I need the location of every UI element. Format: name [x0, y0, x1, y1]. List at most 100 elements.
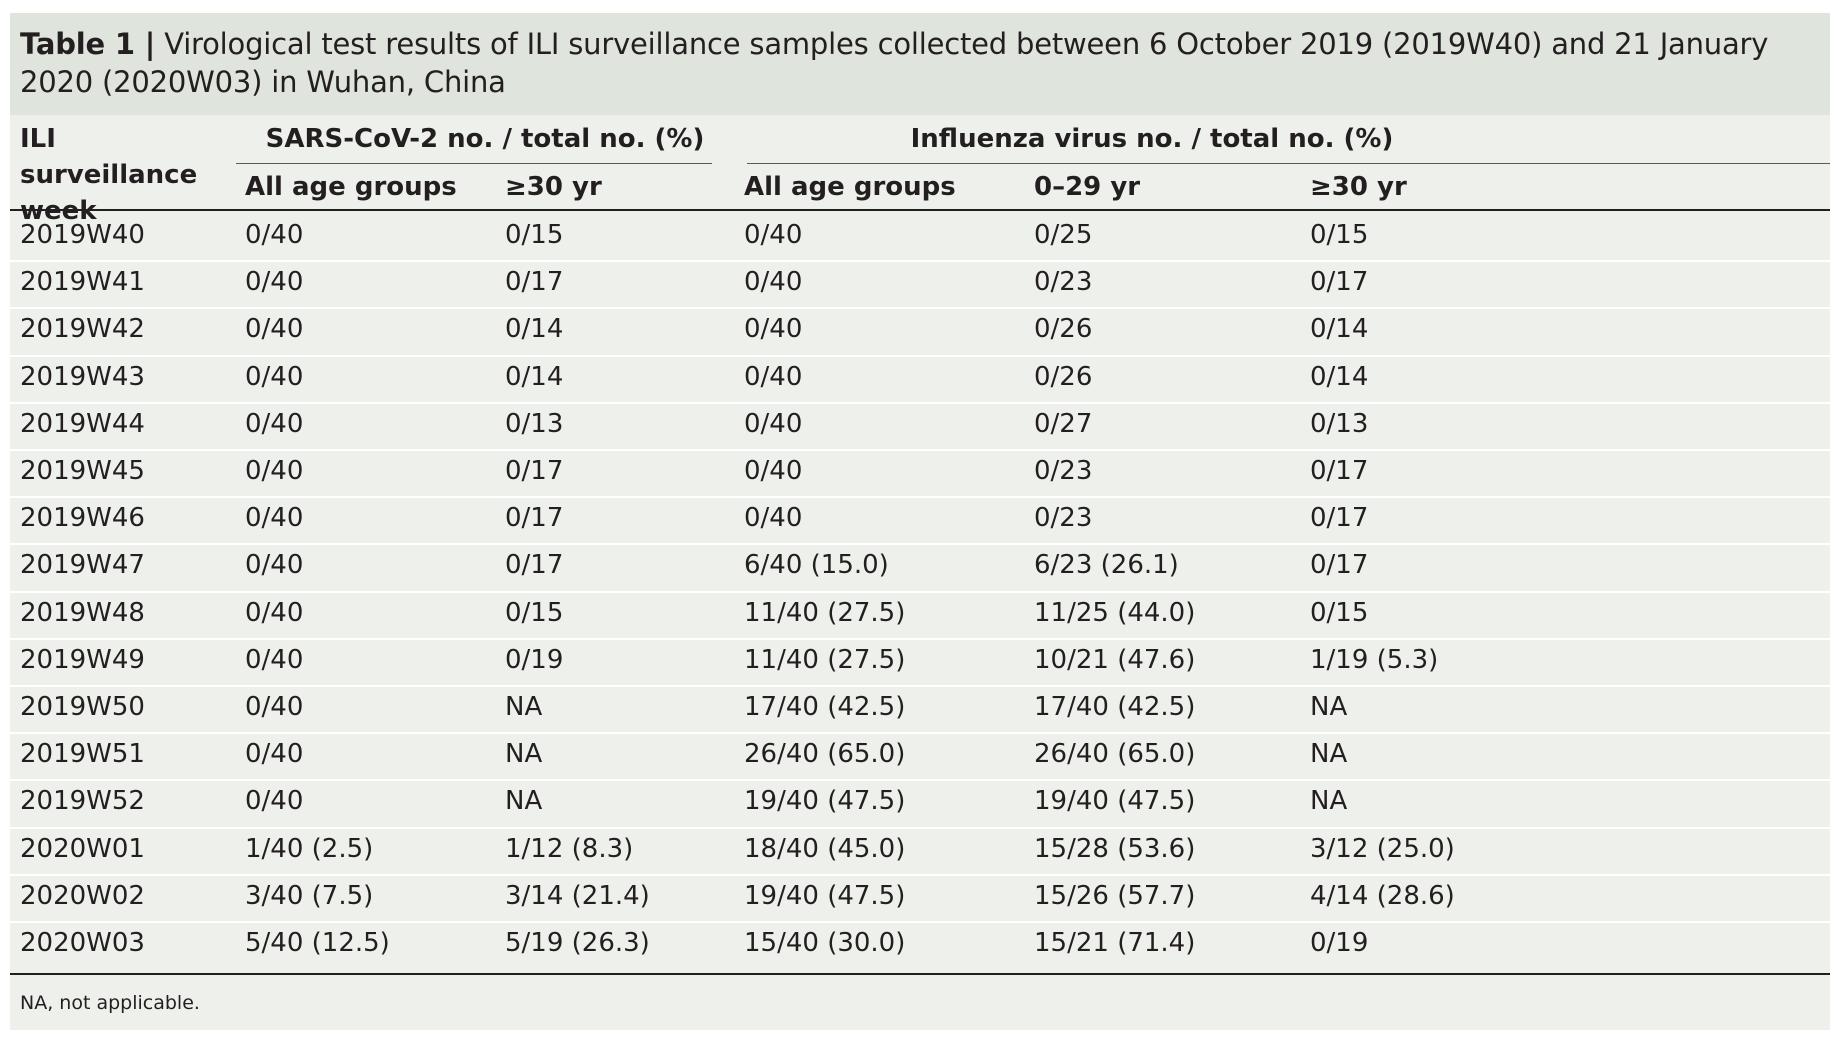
cell-week: 2019W52	[20, 786, 145, 817]
cell-sars-all-ages: 0/40	[245, 267, 304, 298]
cell-week: 2019W43	[20, 361, 145, 392]
header-flu-0-29: 0–29 yr	[1034, 172, 1141, 202]
cell-week: 2019W45	[20, 456, 145, 486]
table: Table 1 | Virological test results of IL…	[10, 13, 1830, 1030]
cell-flu-all-ages: 0/40	[744, 408, 803, 439]
row-separator	[10, 732, 1830, 735]
cell-week: 2019W44	[20, 408, 145, 439]
cell-flu-30-plus: 4/14 (28.6)	[1310, 880, 1455, 911]
cell-sars-all-ages: 0/40	[245, 550, 304, 581]
cell-flu-0-29: 19/40 (47.5)	[1034, 786, 1196, 817]
cell-flu-0-29: 0/25	[1034, 220, 1093, 250]
cell-flu-30-plus: NA	[1310, 786, 1348, 817]
cell-flu-all-ages: 0/40	[744, 220, 803, 250]
cell-week: 2019W42	[20, 314, 145, 345]
cell-sars-30-plus: 0/14	[505, 361, 564, 392]
row-separator	[10, 685, 1830, 687]
cell-sars-all-ages: 3/40 (7.5)	[245, 880, 374, 911]
table-caption: Table 1 | Virological test results of IL…	[10, 13, 1830, 115]
cell-sars-all-ages: 0/40	[245, 408, 304, 439]
cell-sars-30-plus: 0/17	[505, 503, 564, 534]
cell-week: 2019W48	[20, 597, 145, 628]
cell-week: 2019W51	[20, 739, 145, 770]
cell-sars-all-ages: 0/40	[245, 739, 304, 770]
header-week: ILI surveillance week	[20, 124, 198, 226]
cell-flu-30-plus: NA	[1310, 692, 1348, 722]
cell-sars-30-plus: 0/14	[505, 314, 564, 345]
cell-flu-all-ages: 0/40	[744, 361, 803, 392]
cell-flu-all-ages: 0/40	[744, 456, 803, 486]
cell-week: 2020W03	[20, 928, 145, 958]
cell-flu-30-plus: 0/15	[1310, 597, 1369, 628]
cell-sars-30-plus: 1/12 (8.3)	[505, 833, 634, 864]
cell-sars-30-plus: NA	[505, 739, 543, 770]
cell-sars-30-plus: NA	[505, 692, 543, 722]
row-separator	[10, 779, 1830, 782]
cell-sars-30-plus: 3/14 (21.4)	[505, 880, 650, 911]
cell-flu-30-plus: 0/15	[1310, 220, 1369, 250]
cell-sars-all-ages: 5/40 (12.5)	[245, 928, 390, 958]
cell-flu-30-plus: 0/17	[1310, 550, 1369, 581]
cell-flu-30-plus: 0/14	[1310, 314, 1369, 345]
cell-sars-30-plus: 0/13	[505, 408, 564, 439]
table-footnote: NA, not applicable.	[20, 992, 200, 1014]
row-separator	[10, 590, 1830, 593]
cell-week: 2020W02	[20, 880, 145, 911]
cell-flu-0-29: 6/23 (26.1)	[1034, 550, 1179, 581]
cell-flu-0-29: 0/23	[1034, 267, 1093, 298]
row-separator	[10, 873, 1830, 876]
cell-flu-0-29: 26/40 (65.0)	[1034, 739, 1196, 770]
cell-sars-30-plus: 0/17	[505, 267, 564, 298]
cell-sars-all-ages: 0/40	[245, 314, 304, 345]
cell-flu-all-ages: 0/40	[744, 267, 803, 298]
header-bottom-rule	[10, 209, 1830, 211]
cell-flu-30-plus: 0/17	[1310, 503, 1369, 534]
cell-week: 2019W41	[20, 267, 145, 298]
cell-sars-all-ages: 0/40	[245, 361, 304, 392]
cell-flu-0-29: 0/26	[1034, 361, 1093, 392]
row-separator	[10, 637, 1830, 640]
cell-flu-0-29: 0/27	[1034, 408, 1093, 439]
cell-flu-all-ages: 11/40 (27.5)	[744, 597, 906, 628]
cell-sars-all-ages: 0/40	[245, 456, 304, 486]
cell-flu-0-29: 15/21 (71.4)	[1034, 928, 1196, 958]
cell-sars-30-plus: 0/17	[505, 550, 564, 581]
cell-sars-all-ages: 0/40	[245, 786, 304, 817]
header-sars-30-plus: ≥30 yr	[505, 172, 602, 202]
cell-week: 2019W50	[20, 692, 145, 722]
cell-flu-all-ages: 19/40 (47.5)	[744, 880, 906, 911]
cell-flu-30-plus: 1/19 (5.3)	[1310, 644, 1439, 675]
cell-flu-all-ages: 6/40 (15.0)	[744, 550, 889, 581]
cell-flu-0-29: 0/26	[1034, 314, 1093, 345]
header-sars-group: SARS-CoV-2 no. / total no. (%)	[265, 124, 705, 154]
row-separator	[10, 307, 1830, 310]
row-separator	[10, 826, 1830, 829]
sars-group-rule	[236, 163, 712, 164]
cell-flu-30-plus: 0/14	[1310, 361, 1369, 392]
table-number: Table 1 |	[20, 27, 156, 61]
cell-sars-30-plus: 0/15	[505, 220, 564, 250]
cell-sars-all-ages: 0/40	[245, 644, 304, 675]
cell-flu-0-29: 0/23	[1034, 456, 1093, 486]
row-separator	[10, 354, 1830, 357]
cell-sars-30-plus: 0/15	[505, 597, 564, 628]
cell-week: 2019W47	[20, 550, 145, 581]
cell-sars-30-plus: NA	[505, 786, 543, 817]
cell-flu-0-29: 0/23	[1034, 503, 1093, 534]
cell-flu-all-ages: 0/40	[744, 314, 803, 345]
cell-flu-30-plus: 0/17	[1310, 267, 1369, 298]
cell-flu-0-29: 10/21 (47.6)	[1034, 644, 1196, 675]
table-title: Virological test results of ILI surveill…	[20, 27, 1769, 99]
cell-sars-30-plus: 0/17	[505, 456, 564, 486]
cell-week: 2020W01	[20, 833, 145, 864]
cell-flu-0-29: 15/28 (53.6)	[1034, 833, 1196, 864]
cell-sars-30-plus: 0/19	[505, 644, 564, 675]
flu-group-rule	[747, 163, 1830, 164]
cell-flu-all-ages: 15/40 (30.0)	[744, 928, 906, 958]
cell-flu-30-plus: 3/12 (25.0)	[1310, 833, 1455, 864]
cell-flu-0-29: 15/26 (57.7)	[1034, 880, 1196, 911]
cell-sars-all-ages: 0/40	[245, 220, 304, 250]
cell-flu-30-plus: 0/17	[1310, 456, 1369, 486]
header-flu-all-ages: All age groups	[744, 172, 956, 202]
header-flu-30-plus: ≥30 yr	[1310, 172, 1407, 202]
